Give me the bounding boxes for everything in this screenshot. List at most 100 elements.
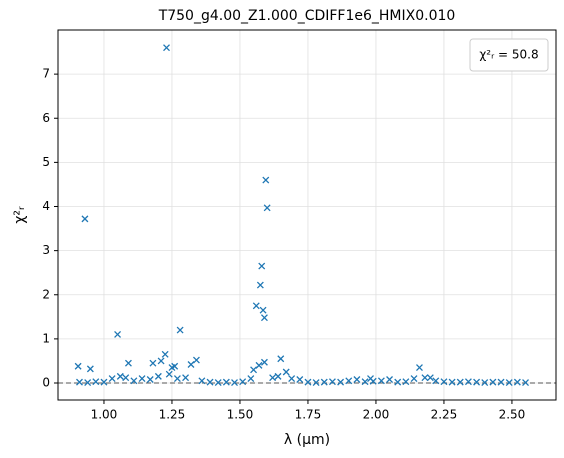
point [481,379,489,387]
point [108,375,116,383]
point [161,350,169,358]
point [165,370,173,378]
point [312,379,320,387]
x-tick-label: 1.75 [295,408,322,422]
point [146,376,154,383]
point [130,377,138,385]
point [263,204,271,212]
y-axis-label: χ²ᵣ [12,206,28,224]
point [114,331,122,338]
point [176,326,184,334]
point [328,378,336,386]
point [274,372,282,380]
point [122,374,130,382]
y-tick-label: 4 [42,199,50,213]
point [473,378,481,386]
point [154,372,162,380]
point [214,379,222,387]
point [416,364,423,372]
point [116,372,124,380]
point [464,378,472,386]
point [269,374,277,382]
point [173,375,181,383]
point [206,378,214,386]
x-tick-label: 2.50 [499,408,526,422]
y-tick-label: 5 [42,155,50,169]
point [255,361,263,369]
point [100,378,108,386]
point [192,356,200,364]
point [239,378,247,386]
point [489,378,497,386]
x-axis-label: λ (μm) [284,432,330,448]
point [74,362,82,370]
point [262,176,270,184]
y-tick-label: 7 [42,67,50,81]
annotation: χ²ᵣ = 50.8 [479,48,538,62]
point [171,362,179,370]
point [320,378,328,386]
point [138,375,146,383]
point [353,376,361,383]
point [260,358,268,366]
legend-box [469,38,549,72]
point [296,376,304,383]
point [149,359,157,367]
point [288,375,296,383]
point [258,262,266,270]
point [304,378,312,386]
x-tick-label: 1.00 [91,408,118,422]
point [84,379,92,387]
point [163,44,170,52]
point [259,306,267,314]
point [277,355,285,363]
point [337,378,345,386]
point [157,357,165,365]
point [222,378,230,386]
point [92,378,100,386]
x-tick-label: 1.50 [227,408,254,422]
point [394,378,402,386]
chart-title: T750_g4.00_Z1.000_CDIFF1e6_HMIX0.010 [158,8,456,24]
point [250,366,258,374]
y-tick-label: 3 [42,243,50,257]
point [86,365,94,373]
point [260,314,268,322]
point [497,378,505,386]
point [252,302,260,310]
point [386,376,394,383]
x-tick-label: 2.00 [363,408,390,422]
plot-frame [57,29,557,401]
point [426,374,434,382]
y-tick-label: 1 [42,331,50,345]
point [432,377,440,385]
y-tick-label: 0 [42,376,50,390]
x-tick-label: 1.25 [159,408,186,422]
point [369,377,377,385]
y-tick-label: 2 [42,287,50,301]
point [377,377,385,385]
point [231,379,238,387]
point [448,378,456,386]
point [124,359,132,367]
point [402,378,410,386]
point [410,375,418,383]
point [505,379,513,387]
point [247,375,255,383]
point [440,378,448,386]
point [282,368,290,376]
point [456,378,464,386]
point [256,281,264,289]
point [361,378,369,386]
point [513,378,521,386]
y-tick-label: 6 [42,111,50,125]
point [522,379,529,387]
point [345,377,353,385]
point [187,361,195,368]
point [76,378,83,386]
point [81,215,89,223]
point [182,374,190,382]
point [198,377,206,385]
point [421,374,429,382]
